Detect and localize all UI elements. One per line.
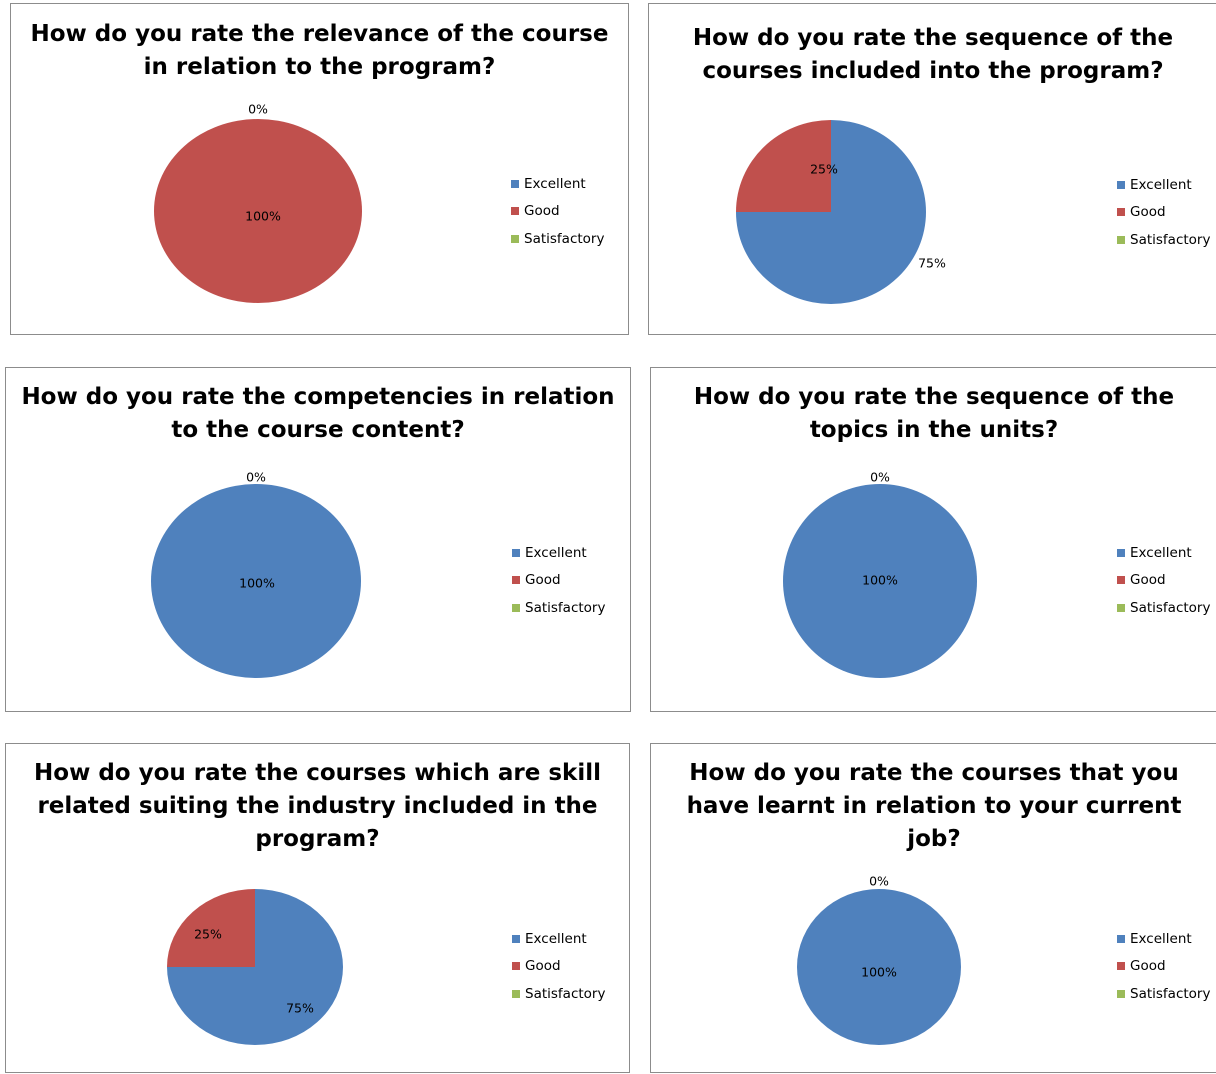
chart-panel-relevance: How do you rate the relevance of the cou… (10, 3, 629, 335)
chart-legend: Excellent Good Satisfactory (512, 539, 605, 622)
chart-title: How do you rate the relevance of the cou… (30, 21, 609, 80)
data-label-excellent: 75% (918, 256, 946, 271)
legend-item-satisfactory: Satisfactory (1117, 980, 1210, 1008)
chart-legend: Excellent Good Satisfactory (1117, 925, 1210, 1008)
legend-label: Excellent (1130, 176, 1192, 193)
legend-swatch (1117, 235, 1125, 244)
legend-label: Satisfactory (524, 230, 605, 247)
legend-label: Satisfactory (525, 985, 606, 1002)
legend-label: Good (524, 203, 560, 220)
data-label-zero: 0% (870, 470, 890, 485)
chart-panel-topic-sequence: How do you rate the sequence of the topi… (650, 367, 1216, 712)
pie-chart: 75% 25% (167, 889, 343, 1045)
legend-swatch (1117, 603, 1125, 612)
legend-label: Good (1130, 204, 1166, 221)
pie-slice-good (154, 119, 362, 303)
legend-swatch (511, 234, 519, 243)
legend-swatch (511, 207, 519, 216)
chart-panel-current-job: How do you rate the courses that you hav… (650, 743, 1216, 1073)
chart-legend: Excellent Good Satisfactory (1117, 171, 1210, 254)
legend-item-satisfactory: Satisfactory (1117, 226, 1210, 254)
pie-slice-good (736, 120, 831, 212)
legend-item-excellent: Excellent (1117, 539, 1210, 567)
data-label-good: 25% (810, 162, 838, 177)
legend-swatch (512, 576, 520, 585)
legend-swatch (1117, 962, 1125, 971)
legend-item-excellent: Excellent (1117, 925, 1210, 953)
chart-panel-skill-courses: How do you rate the courses which are sk… (5, 743, 630, 1073)
legend-swatch (1117, 180, 1125, 189)
legend-swatch (1117, 576, 1125, 585)
legend-item-good: Good (1117, 567, 1210, 595)
pie-chart: 75% 25% (736, 120, 946, 304)
legend-item-good: Good (1117, 953, 1210, 981)
legend-label: Excellent (1130, 930, 1192, 947)
legend-swatch (1117, 989, 1125, 998)
data-label-good: 25% (194, 927, 222, 942)
chart-title: How do you rate the courses which are sk… (34, 760, 601, 852)
pie-chart: 100% 0% (783, 470, 977, 678)
legend-swatch (1117, 208, 1125, 217)
chart-panel-course-sequence: How do you rate the sequence of the cour… (648, 3, 1216, 335)
legend-item-good: Good (1117, 199, 1210, 227)
legend-swatch (512, 934, 520, 943)
legend-item-satisfactory: Satisfactory (512, 594, 605, 622)
legend-label: Satisfactory (1130, 599, 1211, 616)
data-label-good: 100% (245, 209, 281, 224)
legend-label: Satisfactory (525, 599, 606, 616)
legend-item-excellent: Excellent (1117, 171, 1210, 199)
legend-item-good: Good (511, 198, 604, 226)
legend-label: Excellent (1130, 544, 1192, 561)
pie-slice-excellent (783, 484, 977, 678)
legend-item-satisfactory: Satisfactory (512, 980, 605, 1008)
chart-title: How do you rate the courses that you hav… (686, 760, 1182, 852)
legend-item-excellent: Excellent (512, 539, 605, 567)
legend-swatch (512, 603, 520, 612)
data-label-zero: 0% (869, 874, 889, 889)
legend-swatch (512, 548, 520, 557)
chart-panel-competencies: How do you rate the competencies in rela… (5, 367, 631, 712)
pie-chart: 100% 0% (797, 874, 961, 1045)
legend-item-satisfactory: Satisfactory (511, 225, 604, 253)
data-label-excellent: 100% (862, 573, 898, 588)
legend-label: Good (1130, 572, 1166, 589)
chart-legend: Excellent Good Satisfactory (512, 925, 605, 1008)
pie-chart: 100% 0% (151, 470, 361, 678)
legend-label: Excellent (525, 544, 587, 561)
legend-swatch (512, 989, 520, 998)
legend-label: Good (525, 572, 561, 589)
legend-label: Satisfactory (1130, 231, 1211, 248)
data-label-excellent: 100% (861, 965, 897, 980)
legend-swatch (511, 179, 519, 188)
legend-item-good: Good (512, 567, 605, 595)
legend-label: Excellent (525, 930, 587, 947)
legend-swatch (512, 962, 520, 971)
legend-item-good: Good (512, 953, 605, 981)
legend-label: Good (525, 958, 561, 975)
pie-slice-excellent (151, 484, 361, 678)
legend-label: Excellent (524, 175, 586, 192)
chart-title: How do you rate the competencies in rela… (21, 384, 615, 443)
data-label-excellent: 75% (286, 1001, 314, 1016)
pie-chart: 100% 0% (154, 102, 362, 303)
chart-title: How do you rate the sequence of the cour… (692, 25, 1174, 84)
legend-label: Good (1130, 958, 1166, 975)
chart-legend: Excellent Good Satisfactory (1117, 539, 1210, 622)
legend-item-excellent: Excellent (512, 925, 605, 953)
pie-slice-good (167, 889, 255, 967)
data-label-zero: 0% (248, 102, 268, 117)
legend-label: Satisfactory (1130, 985, 1211, 1002)
legend-item-excellent: Excellent (511, 170, 604, 198)
legend-item-satisfactory: Satisfactory (1117, 594, 1210, 622)
data-label-excellent: 100% (239, 576, 275, 591)
data-label-zero: 0% (246, 470, 266, 485)
chart-legend: Excellent Good Satisfactory (511, 170, 604, 253)
legend-swatch (1117, 548, 1125, 557)
legend-swatch (1117, 934, 1125, 943)
pie-slice-excellent (797, 889, 961, 1045)
chart-title: How do you rate the sequence of the topi… (693, 384, 1175, 443)
